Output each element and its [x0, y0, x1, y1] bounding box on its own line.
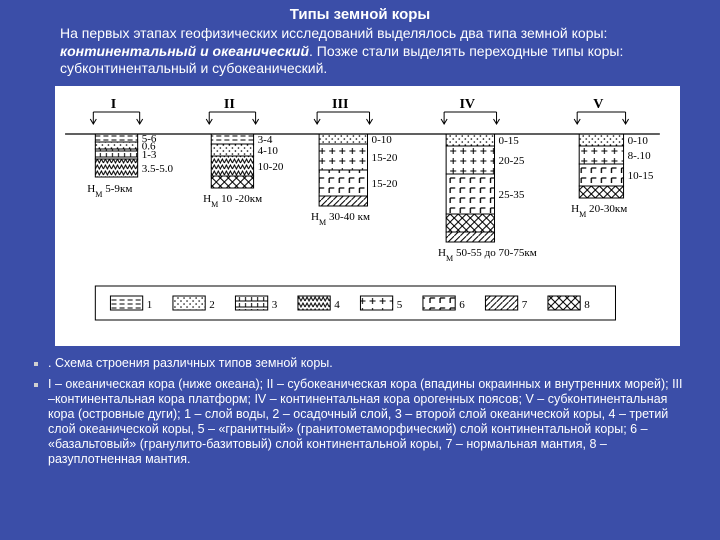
crust-types-diagram: I5-60.61-33.5-5.0HM 5-9кмII3-44-1010-20H…	[55, 86, 680, 346]
svg-text:II: II	[224, 96, 235, 112]
svg-text:1-3: 1-3	[142, 149, 157, 161]
svg-text:HM 50-55 до 70-75км: HM 50-55 до 70-75км	[438, 247, 537, 262]
legend-item: I – океаническая кора (ниже океана); II …	[48, 377, 690, 467]
svg-text:HM 30-40 км: HM 30-40 км	[311, 211, 370, 226]
svg-text:IV: IV	[459, 96, 475, 112]
svg-text:HM 5-9км: HM 5-9км	[87, 183, 132, 198]
caption-item: . Схема строения различных типов земной …	[48, 356, 690, 371]
svg-text:4-10: 4-10	[258, 145, 279, 157]
svg-text:8-.10: 8-.10	[628, 150, 652, 162]
svg-text:1: 1	[147, 299, 153, 311]
svg-text:I: I	[111, 96, 116, 112]
svg-text:2: 2	[209, 299, 215, 311]
svg-text:HM 10 -20км: HM 10 -20км	[203, 193, 262, 208]
caption-list: . Схема строения различных типов земной …	[0, 352, 720, 467]
svg-text:25-35: 25-35	[499, 189, 525, 201]
svg-text:15-20: 15-20	[372, 178, 398, 190]
intro-text: На первых этапах геофизических исследова…	[0, 25, 720, 84]
intro-part1: На первых этапах геофизических исследова…	[60, 25, 607, 41]
svg-text:V: V	[593, 96, 603, 112]
svg-text:3.5-5.0: 3.5-5.0	[142, 163, 174, 175]
svg-text:10-15: 10-15	[628, 170, 654, 182]
svg-text:15-20: 15-20	[372, 152, 398, 164]
svg-text:10-20: 10-20	[258, 161, 284, 173]
svg-text:0-10: 0-10	[628, 135, 649, 147]
svg-text:3: 3	[272, 299, 278, 311]
svg-text:0-15: 0-15	[499, 135, 520, 147]
svg-text:7: 7	[522, 299, 528, 311]
intro-emph: континентальный и океанический	[60, 43, 309, 59]
page-title: Типы земной коры	[0, 0, 720, 25]
svg-text:8: 8	[584, 299, 590, 311]
svg-text:4: 4	[334, 299, 340, 311]
diagram-container: I5-60.61-33.5-5.0HM 5-9кмII3-44-1010-20H…	[55, 86, 680, 346]
svg-text:5: 5	[397, 299, 403, 311]
svg-text:0-10: 0-10	[372, 134, 393, 146]
svg-text:20-25: 20-25	[499, 155, 525, 167]
svg-text:HM 20-30км: HM 20-30км	[571, 203, 627, 218]
svg-text:6: 6	[459, 299, 465, 311]
svg-text:III: III	[332, 96, 348, 112]
